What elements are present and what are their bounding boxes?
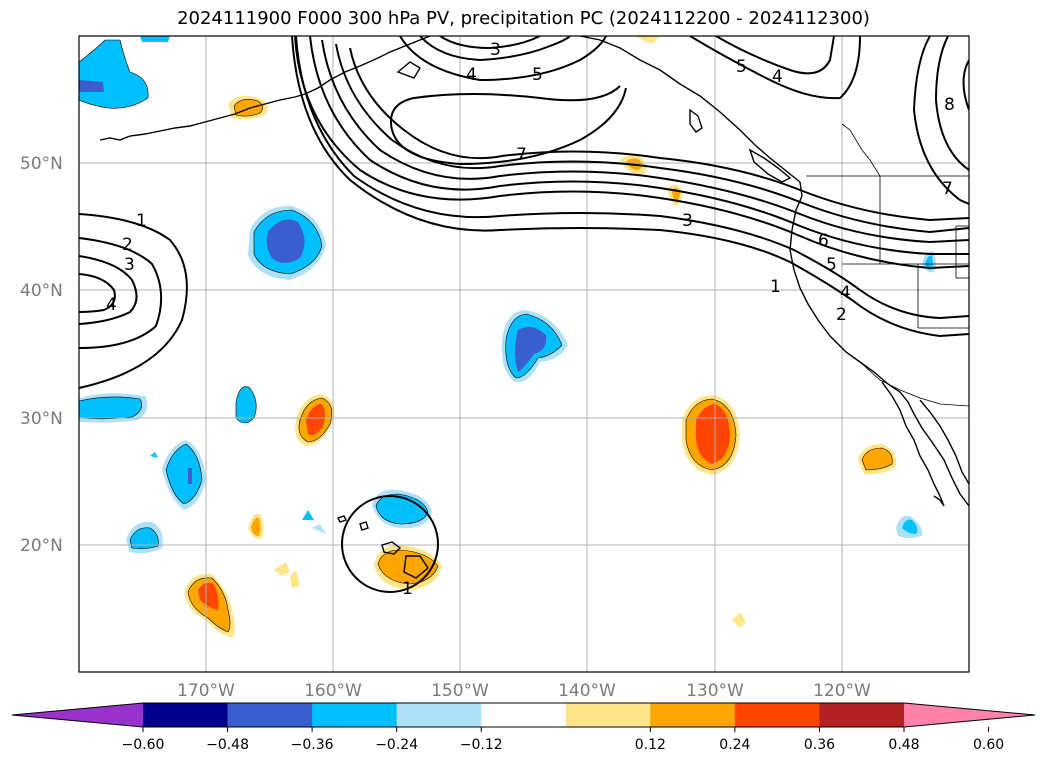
lon-label: 130°W <box>686 681 744 701</box>
colorbar-extend-max <box>904 703 1035 727</box>
lat-label: 40°N <box>20 281 63 301</box>
longitude-labels: 170°W 160°W 150°W 140°W 130°W 120°W <box>177 681 871 701</box>
lat-label: 30°N <box>20 409 63 429</box>
colorbar-cell <box>481 703 567 727</box>
svg-text:6: 6 <box>818 231 829 251</box>
colorbar-tick-label: −0.48 <box>206 737 249 753</box>
coastlines <box>99 36 969 579</box>
colorbar-tick-label: −0.36 <box>291 737 334 753</box>
colorbar-cell <box>396 703 482 727</box>
lon-label: 170°W <box>177 681 235 701</box>
colorbar-tick-label: −0.60 <box>122 737 165 753</box>
svg-text:1: 1 <box>136 211 147 231</box>
colorbar-tick-label: 0.12 <box>635 737 666 753</box>
colorbar-cell <box>312 703 398 727</box>
political-borders <box>806 123 969 407</box>
svg-text:5: 5 <box>532 65 543 85</box>
precip-anomaly-layer <box>79 36 936 638</box>
lon-label: 150°W <box>431 681 489 701</box>
map-plot-area: 3 4 5 7 5 4 8 7 1 2 3 4 3 6 5 4 1 2 1 <box>79 36 969 672</box>
map-frame <box>78 35 970 673</box>
colorbar: −0.60 −0.48 −0.36 −0.24 −0.12 0.12 0.24 0.36 0.4… <box>11 702 1036 753</box>
lon-label: 140°W <box>558 681 616 701</box>
svg-text:2: 2 <box>836 305 847 325</box>
colorbar-cell <box>650 703 736 727</box>
svg-text:7: 7 <box>942 179 953 199</box>
svg-text:4: 4 <box>466 65 477 85</box>
colorbar-tick-label: 0.60 <box>973 737 1004 753</box>
lat-label: 20°N <box>20 536 63 556</box>
svg-text:4: 4 <box>772 67 783 87</box>
svg-text:5: 5 <box>736 57 747 77</box>
svg-text:3: 3 <box>490 40 501 60</box>
colorbar-cell <box>734 703 820 727</box>
colorbar-tick-label: −0.12 <box>460 737 503 753</box>
pv-contour-hawaii <box>341 495 439 593</box>
colorbar-cell <box>227 703 313 727</box>
svg-text:7: 7 <box>516 145 527 165</box>
latitude-labels: 50°N 40°N 30°N 20°N <box>20 154 63 556</box>
svg-text:3: 3 <box>124 255 135 275</box>
colorbar-tick-label: 0.36 <box>804 737 835 753</box>
lon-label: 120°W <box>813 681 871 701</box>
colorbar-cells <box>11 702 1036 728</box>
svg-text:4: 4 <box>106 295 117 315</box>
colorbar-cell <box>565 703 651 727</box>
lon-label: 160°W <box>304 681 362 701</box>
svg-text:3: 3 <box>682 211 693 231</box>
map-title: 2024111900 F000 300 hPa PV, precipitatio… <box>177 8 870 29</box>
colorbar-tick-label: 0.48 <box>888 737 919 753</box>
colorbar-tick-label: 0.24 <box>719 737 750 753</box>
svg-text:5: 5 <box>826 255 837 275</box>
colorbar-cell <box>143 703 229 727</box>
svg-text:8: 8 <box>944 95 955 115</box>
colorbar-ticks: −0.60 −0.48 −0.36 −0.24 −0.12 0.12 0.24 0.36 0.4… <box>122 727 1004 753</box>
colorbar-extend-min <box>12 703 143 727</box>
svg-text:1: 1 <box>770 277 781 297</box>
precip-blob-negative <box>235 386 257 424</box>
svg-text:1: 1 <box>402 579 413 599</box>
svg-text:4: 4 <box>840 283 851 303</box>
colorbar-tick-label: −0.24 <box>375 737 418 753</box>
svg-text:2: 2 <box>122 235 133 255</box>
pv-contours <box>79 36 969 593</box>
lat-label: 50°N <box>20 154 63 174</box>
contour-labels: 3 4 5 7 5 4 8 7 1 2 3 4 3 6 5 4 1 2 1 <box>106 40 955 599</box>
colorbar-cell <box>819 703 905 727</box>
